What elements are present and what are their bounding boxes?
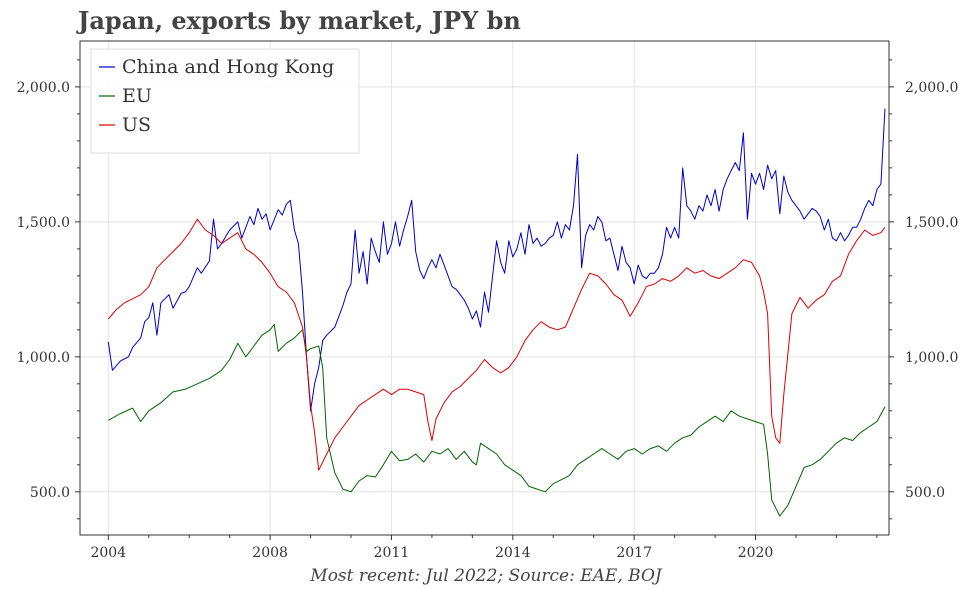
series-group <box>107 108 886 517</box>
legend-label-1: EU <box>122 85 152 107</box>
y-tick-label-left: 2,000.0 <box>17 80 70 96</box>
x-tick-label: 2020 <box>738 545 774 561</box>
x-tick-label: 2008 <box>252 545 288 561</box>
y-tick-label-right: 1,000.0 <box>905 350 958 366</box>
series-line-1 <box>108 323 886 517</box>
y-tick-label-right: 2,000.0 <box>905 80 958 96</box>
legend-box <box>90 48 360 154</box>
y-tick-label-left: 1,000.0 <box>17 350 70 366</box>
chart-note: Most recent: Jul 2022; Source: EAE, BOJ <box>310 566 662 586</box>
axes: 500.0 500.0 1,000.0 1,000.0 1,500.0 1,500.0 2,… <box>17 59 958 561</box>
chart-title: Japan, exports by market, JPY bn <box>78 6 521 35</box>
y-tick-label-right: 500.0 <box>905 485 945 501</box>
x-tick-label: 2004 <box>90 545 126 561</box>
x-tick-label: 2011 <box>374 545 410 561</box>
plot-frame <box>79 40 890 536</box>
y-tick-label-right: 1,500.0 <box>905 215 958 231</box>
legend: China and Hong Kong EU US <box>90 48 360 154</box>
series-line-0 <box>107 108 886 412</box>
legend-label-2: US <box>122 114 151 136</box>
series-line-2 <box>107 218 886 471</box>
legend-label-0: China and Hong Kong <box>122 56 334 78</box>
x-tick-label: 2017 <box>616 545 652 561</box>
y-tick-label-left: 500.0 <box>30 485 70 501</box>
x-tick-label: 2014 <box>495 545 531 561</box>
y-tick-label-left: 1,500.0 <box>17 215 70 231</box>
